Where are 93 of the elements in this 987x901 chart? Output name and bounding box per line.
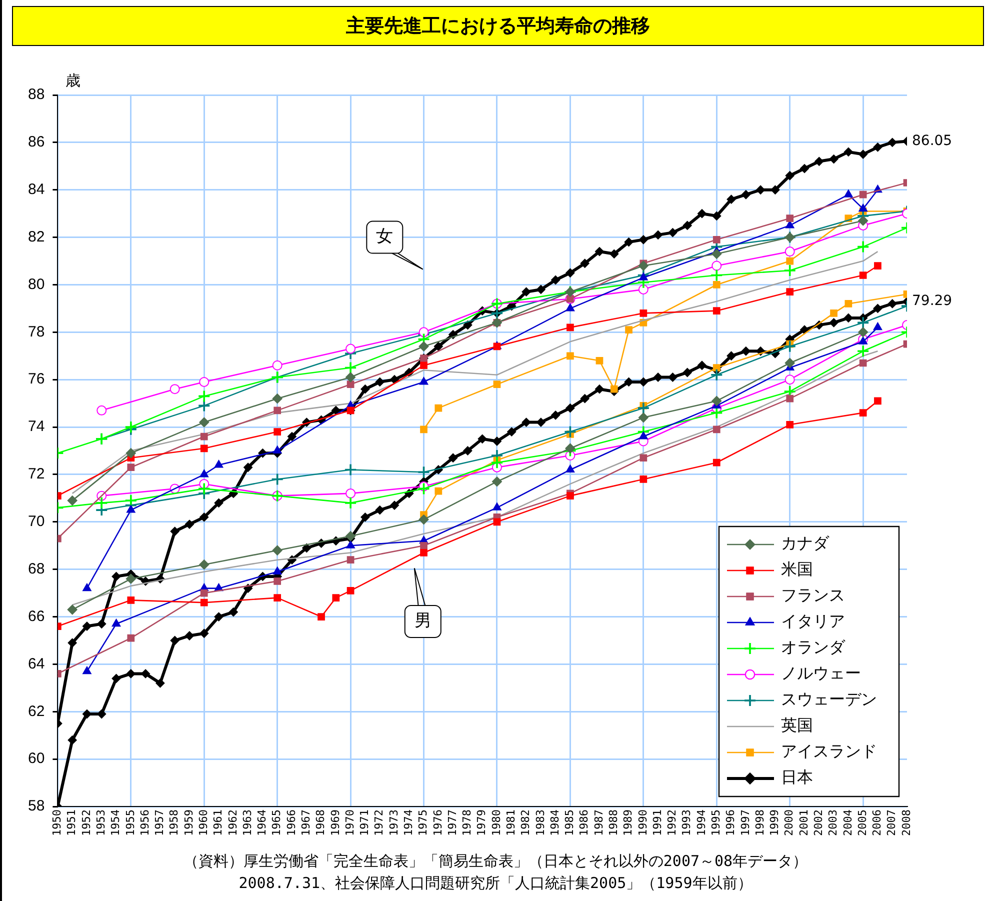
x-tick-label: 1976 (431, 810, 444, 836)
legend-label: 米国 (781, 560, 813, 579)
legend-label: 英国 (781, 716, 813, 735)
x-tick-label: 1991 (650, 810, 664, 836)
x-tick-label: 1988 (606, 810, 620, 836)
x-tick-label: 1996 (724, 810, 738, 836)
data-label: 79.29 (912, 293, 952, 310)
x-tick-label: 1980 (490, 810, 503, 836)
x-tick-label: 1966 (284, 810, 298, 836)
x-tick-label: 1978 (460, 810, 474, 836)
x-tick-label: 1983 (534, 810, 547, 836)
x-tick-label: 2000 (782, 810, 796, 836)
x-tick-label: 1968 (314, 810, 328, 836)
x-tick-label: 1985 (563, 810, 576, 836)
data-label: 86.05 (912, 132, 952, 149)
y-tick-label: 80 (28, 276, 45, 293)
y-tick-label: 72 (28, 466, 45, 483)
x-tick-label: 1986 (578, 810, 591, 836)
chart-title: 主要先進工における平均寿命の推移 (12, 6, 984, 46)
x-tick-label: 1989 (622, 810, 635, 836)
x-tick-label: 1955 (124, 810, 137, 836)
x-tick-label: 1981 (504, 810, 518, 836)
x-tick-label: 1982 (519, 810, 532, 836)
legend-label: ノルウェー (781, 664, 861, 683)
legend-label: カナダ (781, 534, 830, 553)
x-tick-label: 1957 (153, 810, 166, 836)
y-tick-label: 60 (28, 750, 45, 768)
legend-label: フランス (781, 586, 845, 605)
y-tick-label: 70 (28, 513, 45, 530)
x-tick-label: 1953 (94, 810, 108, 836)
x-tick-label: 1979 (475, 810, 488, 836)
x-tick-label: 1984 (548, 809, 562, 836)
x-tick-label: 1959 (182, 810, 196, 836)
legend-label: オランダ (781, 638, 846, 657)
y-tick-label: 62 (28, 702, 45, 720)
x-tick-label: 1971 (358, 810, 372, 836)
x-tick-label: 1951 (65, 810, 78, 836)
x-tick-label: 2007 (885, 810, 898, 836)
x-tick-label: 2006 (870, 810, 884, 836)
text: （資料）厚生労働省「完全生命表」「簡易生命表」（日本とそれ以外の2007～08年データ） (182, 851, 809, 872)
x-tick-label: 1969 (328, 810, 342, 836)
x-tick-label: 1973 (387, 810, 400, 836)
y-tick-label: 88 (28, 86, 45, 104)
x-tick-label: 1998 (753, 810, 766, 836)
x-tick-label: 1967 (299, 810, 312, 836)
legend-label: アイスランド (781, 742, 877, 761)
x-tick-label: 1970 (343, 810, 356, 836)
annotation: 男 (414, 610, 432, 631)
x-tick-label: 2001 (797, 810, 810, 836)
y-tick-label: 58 (28, 798, 45, 815)
x-tick-label: 1954 (109, 809, 122, 836)
y-axis-title: 歳 (66, 71, 81, 90)
x-tick-label: 1964 (256, 809, 269, 836)
annotation: 女 (376, 226, 394, 247)
x-tick-label: 1962 (226, 810, 240, 836)
x-tick-label: 1960 (196, 810, 210, 836)
x-tick-label: 1974 (402, 809, 415, 836)
y-tick-label: 74 (28, 418, 45, 436)
x-tick-label: 1987 (592, 810, 606, 836)
legend-label: イタリア (781, 612, 845, 631)
x-tick-label: 1992 (666, 810, 679, 836)
x-tick-label: 2005 (856, 810, 869, 836)
y-tick-label: 86 (28, 134, 45, 151)
x-tick-label: 1950 (50, 810, 64, 836)
x-tick-label: 1993 (680, 810, 694, 836)
y-tick-label: 68 (28, 560, 45, 578)
x-tick-label: 1961 (212, 810, 225, 836)
y-tick-label: 64 (28, 655, 45, 672)
x-tick-label: 1963 (240, 810, 254, 836)
x-tick-label: 1952 (80, 810, 93, 836)
x-tick-label: 1965 (270, 810, 284, 836)
legend-label: 日本 (781, 768, 813, 787)
x-tick-label: 1995 (709, 810, 722, 836)
y-tick-label: 66 (28, 608, 45, 625)
y-tick-label: 82 (28, 228, 45, 246)
x-tick-label: 1997 (738, 810, 752, 836)
x-tick-label: 1994 (694, 809, 708, 836)
text: 2008.7.31、社会保障人口問題研究所「人口統計集2005」（1959年以前） (238, 873, 754, 894)
x-tick-label: 1999 (768, 810, 782, 836)
x-tick-label: 2004 (841, 809, 854, 836)
x-tick-label: 2003 (826, 810, 840, 836)
x-tick-label: 1956 (138, 810, 152, 836)
x-tick-label: 1972 (372, 810, 386, 836)
x-tick-label: 1975 (416, 810, 430, 836)
y-tick-label: 78 (28, 323, 45, 340)
x-tick-label: 2008 (900, 810, 913, 836)
x-tick-label: 2002 (812, 810, 825, 836)
y-tick-label: 76 (28, 370, 45, 388)
x-tick-label: 1977 (446, 810, 459, 836)
x-tick-label: 1990 (636, 810, 650, 836)
x-tick-label: 1958 (168, 810, 181, 836)
y-tick-label: 84 (28, 181, 45, 198)
legend-label: スウェーデン (781, 690, 877, 709)
